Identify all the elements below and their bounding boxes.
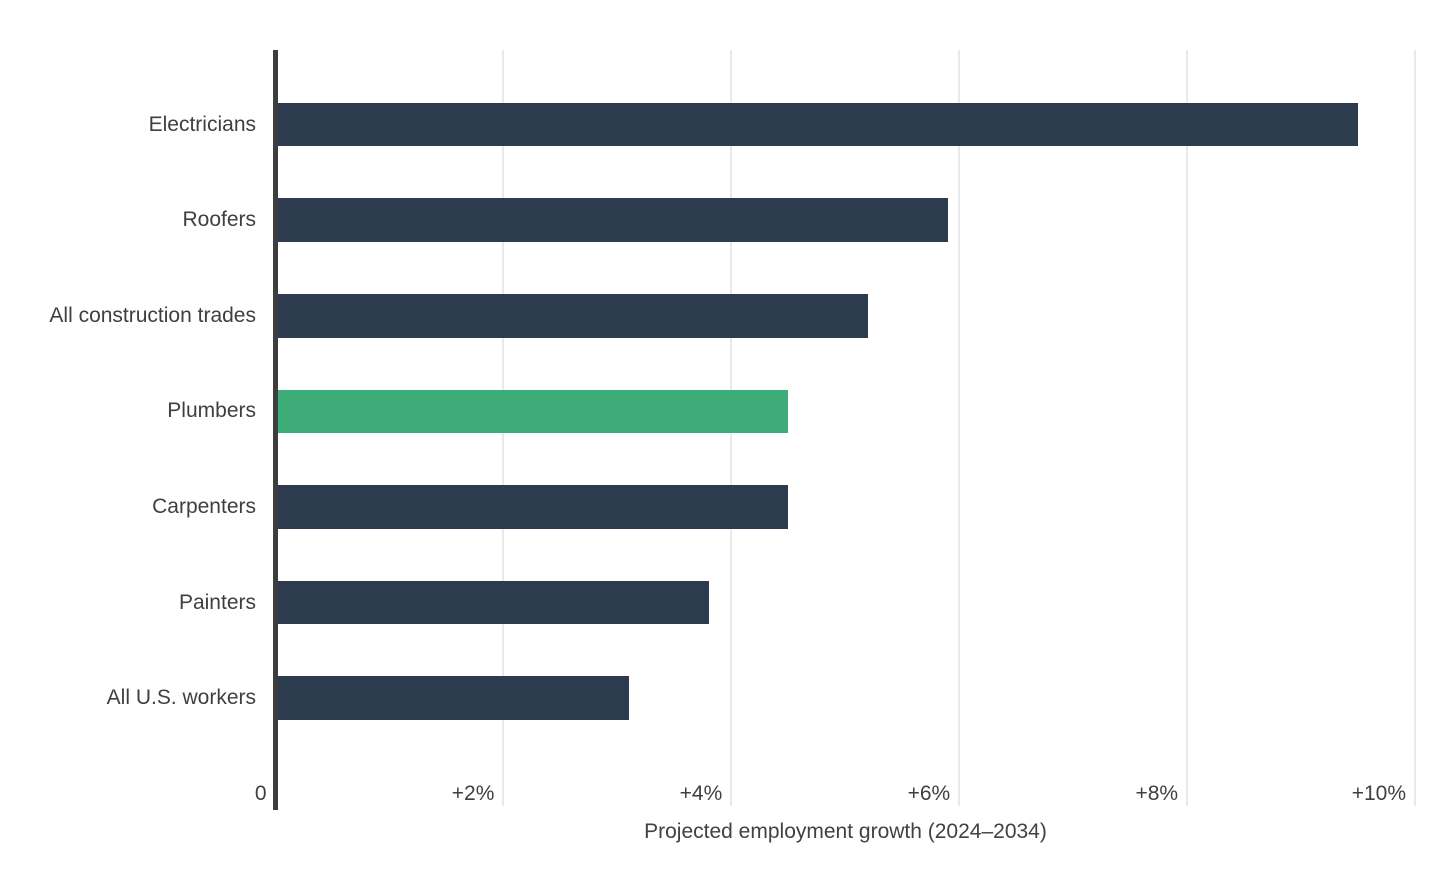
category-label: Carpenters [152,495,256,518]
x-tick-label: +6% [907,782,951,805]
bar-painters [278,580,709,625]
gridline-10pct [1414,50,1416,806]
gridline-8pct [1186,50,1189,806]
category-label: Electricians [148,112,256,136]
x-tick-label: +8% [1135,782,1179,805]
bar-electricians [278,102,1359,147]
gridline-6pct [958,50,961,806]
bar-carpenters [278,485,789,529]
category-label: All construction trades [49,303,256,327]
x-tick-label: +10% [1351,782,1406,805]
bar-plumbers [278,389,789,434]
category-label: Painters [178,590,256,614]
y-axis-line [273,50,278,810]
bar-all-construction-trades [278,294,869,338]
category-label: Plumbers [167,399,256,423]
category-label: Roofers [182,208,256,232]
bar-roofers [278,198,948,242]
x-tick-label: +4% [679,782,723,805]
x-tick-label: +2% [451,782,495,805]
bar-all-u-s-workers [278,676,629,720]
category-label: All U.S. workers [106,686,256,710]
x-tick-label: 0 [254,782,267,805]
x-axis-title: Projected employment growth (2024–2034) [644,820,1047,843]
